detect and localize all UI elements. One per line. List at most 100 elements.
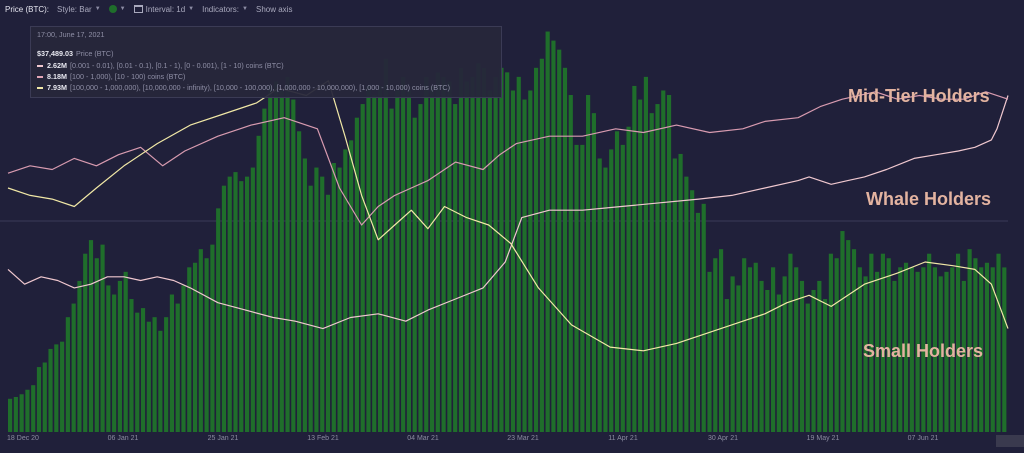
legend-dash <box>37 76 43 79</box>
style-dropdown[interactable]: Style: Bar ▼ <box>57 4 101 14</box>
x-tick-label: 18 Dec 20 <box>7 435 39 442</box>
price-bar <box>632 85 637 432</box>
show-axis-toggle[interactable]: Show axis <box>255 4 293 14</box>
price-bar <box>169 294 175 432</box>
price-bar <box>447 81 452 432</box>
price-bar <box>973 258 978 432</box>
x-tick-label: 23 Mar 21 <box>507 435 539 442</box>
price-bar <box>811 289 816 432</box>
price-bar <box>892 280 897 432</box>
x-tick-label: 06 Jan 21 <box>107 435 139 442</box>
price-bar <box>493 76 498 433</box>
x-tick-label: 13 Feb 21 <box>307 435 339 442</box>
price-bar <box>331 163 336 432</box>
interval-dropdown[interactable]: Interval: 1d ▼ <box>133 5 194 14</box>
price-bar <box>19 394 24 432</box>
price-bar <box>678 153 683 432</box>
price-bar <box>551 40 556 432</box>
price-bar <box>112 294 117 432</box>
price-bar <box>88 240 94 432</box>
price-bar <box>476 63 481 433</box>
price-bar <box>742 258 747 432</box>
price-bar <box>724 299 729 432</box>
price-bar <box>158 330 163 432</box>
price-bar <box>528 90 533 432</box>
price-bar <box>429 85 435 432</box>
price-bar <box>840 231 845 432</box>
price-bar <box>614 131 620 432</box>
price-bar <box>851 249 857 432</box>
price-bar <box>349 140 354 432</box>
price-bar <box>36 367 42 432</box>
color-picker[interactable]: ▼ <box>108 5 126 13</box>
chevron-down-icon: ▼ <box>242 6 248 12</box>
annotation-whale: Whale Holders <box>866 189 992 209</box>
price-bar <box>239 181 244 432</box>
x-tick-label: 30 Apr 21 <box>708 435 738 442</box>
price-bar <box>950 267 955 432</box>
legend-dash <box>37 87 43 90</box>
price-bar <box>100 244 105 432</box>
price-bar <box>562 67 568 432</box>
price-bar <box>337 167 342 432</box>
price-bar <box>354 117 359 433</box>
price-bar <box>325 194 331 432</box>
price-bar <box>707 271 712 432</box>
price-bar <box>857 267 862 432</box>
price-bar <box>718 249 724 432</box>
price-bar <box>834 258 839 432</box>
price-bar <box>192 262 198 432</box>
price-bar <box>690 190 695 432</box>
chevron-down-icon: ▼ <box>94 6 101 12</box>
holder-lines <box>7 80 1009 352</box>
price-bar <box>60 341 65 432</box>
price-bar <box>499 67 504 432</box>
x-tick-label: 11 Apr 21 <box>608 435 638 442</box>
price-bar <box>441 76 446 433</box>
price-bar <box>921 267 926 432</box>
price-bar <box>175 303 180 432</box>
price-bar <box>210 244 215 432</box>
price-bar <box>805 303 810 432</box>
axis-corner <box>996 435 1024 447</box>
annotation-small: Small Holders <box>863 341 984 361</box>
price-bar <box>140 308 146 432</box>
price-bars <box>8 31 1007 433</box>
price-bar <box>990 267 995 432</box>
price-bar <box>505 72 510 432</box>
tooltip-time: 17:00, June 17, 2021 <box>37 30 105 39</box>
indicators-dropdown[interactable]: Indicators: ▼ <box>202 4 248 14</box>
price-bar <box>603 167 608 432</box>
price-bar <box>695 212 701 432</box>
price-bar <box>609 149 614 433</box>
price-bar <box>406 90 411 432</box>
price-bar <box>730 276 735 433</box>
price-bar <box>31 385 36 432</box>
price-bar <box>48 348 53 432</box>
price-bar <box>516 76 521 433</box>
price-bar <box>94 258 99 432</box>
price-bar <box>273 81 279 432</box>
price-bar <box>377 85 383 432</box>
price-bar <box>268 85 273 432</box>
price-bar <box>8 398 13 432</box>
price-bar <box>470 76 475 433</box>
price-bar <box>117 280 122 432</box>
price-bar <box>25 389 30 432</box>
price-bar <box>776 294 781 432</box>
calendar-icon <box>133 5 143 13</box>
price-bar <box>198 249 203 432</box>
price-bar <box>146 321 151 432</box>
price-bar <box>418 104 423 432</box>
price-bar <box>927 253 932 432</box>
price-bar <box>458 67 464 432</box>
price-bar <box>828 253 833 432</box>
price-bar <box>799 280 805 432</box>
price-bar <box>996 253 1001 432</box>
price-bar <box>574 144 579 432</box>
price-bar <box>372 95 377 432</box>
price-bar <box>534 67 539 432</box>
price-bar <box>13 396 18 432</box>
price-bar <box>464 81 469 432</box>
price-bar <box>909 267 914 432</box>
